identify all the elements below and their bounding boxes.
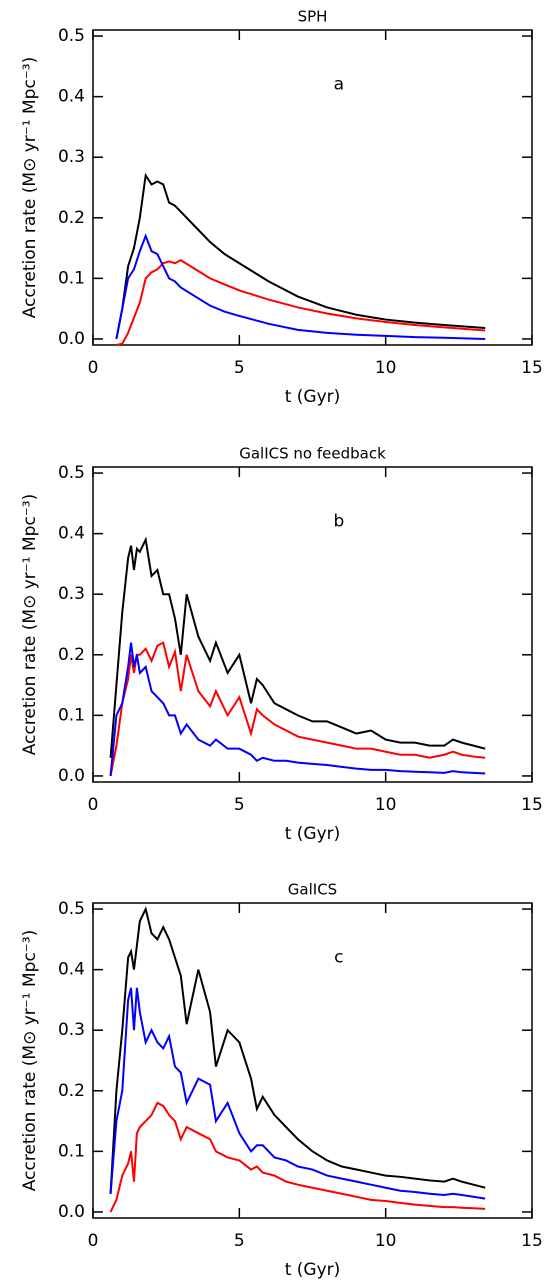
plot-frame bbox=[92, 29, 533, 346]
x-tick-label: 10 bbox=[375, 358, 397, 378]
y-tick-label: 0.4 bbox=[58, 87, 85, 107]
x-tick-label: 10 bbox=[375, 795, 397, 815]
y-tick-label: 0.2 bbox=[58, 1081, 85, 1101]
data-line bbox=[109, 536, 486, 758]
y-tick-label: 0.3 bbox=[58, 1020, 85, 1040]
chart-title: SPH bbox=[298, 8, 328, 26]
y-tick-label: 0.3 bbox=[58, 147, 85, 167]
data-line bbox=[109, 641, 486, 777]
data-line bbox=[109, 906, 486, 1194]
plot-frame bbox=[92, 902, 533, 1219]
x-tick-label: 5 bbox=[234, 358, 245, 378]
y-axis-label: Accretion rate (M⊙ yr⁻¹ Mpc⁻³) bbox=[20, 494, 40, 755]
y-tick-label: 0.1 bbox=[58, 268, 85, 288]
x-tick-label: 0 bbox=[88, 1231, 99, 1251]
panel-annotation: a bbox=[334, 75, 344, 95]
chart-title: GalICS bbox=[288, 881, 337, 899]
data-line bbox=[115, 172, 486, 340]
y-tick-label: 0.2 bbox=[58, 645, 85, 665]
y-axis-label: Accretion rate (M⊙ yr⁻¹ Mpc⁻³) bbox=[20, 930, 40, 1191]
y-tick-label: 0.0 bbox=[58, 766, 85, 786]
data-line bbox=[115, 233, 486, 340]
x-tick-label: 15 bbox=[521, 1231, 543, 1251]
data-line bbox=[109, 987, 486, 1200]
y-tick-label: 0.5 bbox=[58, 26, 85, 46]
y-tick-label: 0.1 bbox=[58, 705, 85, 725]
y-tick-label: 0.4 bbox=[58, 960, 85, 980]
x-tick-label: 10 bbox=[375, 1231, 397, 1251]
x-tick-label: 15 bbox=[521, 358, 543, 378]
x-axis-label: t (Gyr) bbox=[285, 1260, 341, 1280]
x-tick-label: 0 bbox=[88, 358, 99, 378]
plot-frame bbox=[92, 466, 533, 783]
x-tick-label: 5 bbox=[234, 1231, 245, 1251]
x-axis-label: t (Gyr) bbox=[285, 387, 341, 407]
y-tick-label: 0.3 bbox=[58, 584, 85, 604]
x-tick-label: 0 bbox=[88, 795, 99, 815]
y-tick-label: 0.5 bbox=[58, 463, 85, 483]
panel-annotation: b bbox=[333, 512, 344, 532]
chart-title: GalICS no feedback bbox=[239, 445, 386, 463]
y-tick-label: 0.0 bbox=[58, 329, 85, 349]
x-axis-label: t (Gyr) bbox=[285, 824, 341, 844]
y-tick-label: 0.1 bbox=[58, 1141, 85, 1161]
data-line bbox=[109, 642, 486, 777]
x-tick-label: 5 bbox=[234, 795, 245, 815]
y-tick-label: 0.2 bbox=[58, 208, 85, 228]
y-tick-label: 0.0 bbox=[58, 1202, 85, 1222]
data-line bbox=[116, 259, 486, 346]
y-tick-label: 0.5 bbox=[58, 899, 85, 919]
x-tick-label: 15 bbox=[521, 795, 543, 815]
y-tick-label: 0.4 bbox=[58, 524, 85, 544]
panel-annotation: c bbox=[334, 948, 343, 968]
y-axis-label: Accretion rate (M⊙ yr⁻¹ Mpc⁻³) bbox=[20, 57, 40, 318]
data-line bbox=[109, 1101, 486, 1213]
